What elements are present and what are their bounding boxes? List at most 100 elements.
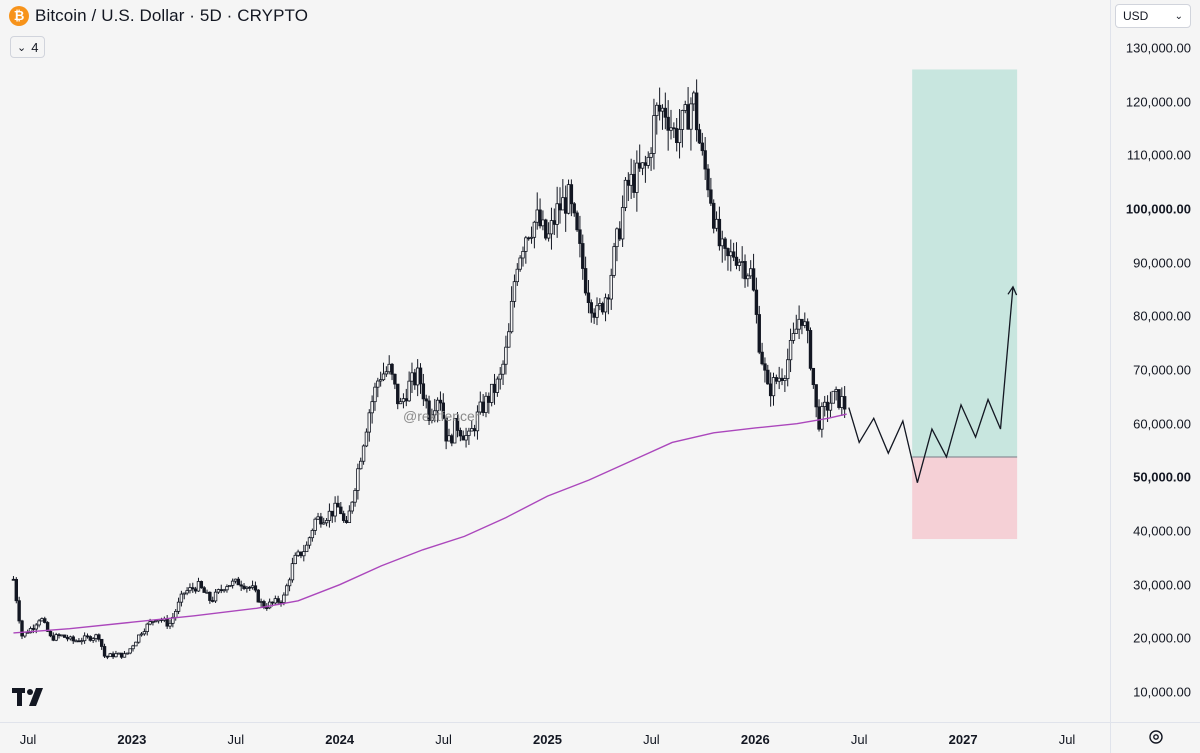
candle bbox=[646, 151, 650, 169]
candle bbox=[823, 395, 827, 417]
chevron-down-icon: ⌄ bbox=[1174, 10, 1183, 22]
candle bbox=[555, 186, 559, 238]
candle bbox=[797, 305, 801, 340]
candle bbox=[336, 495, 340, 508]
candle bbox=[37, 619, 41, 628]
candle bbox=[273, 595, 278, 605]
candle bbox=[307, 536, 312, 549]
candle bbox=[680, 109, 685, 148]
symbol-header[interactable]: ₿ Bitcoin / U.S. Dollar · 5D · CRYPTO bbox=[9, 6, 308, 26]
candle bbox=[396, 383, 400, 410]
candle bbox=[196, 577, 201, 592]
candle bbox=[677, 109, 682, 159]
candle bbox=[834, 386, 838, 401]
moving-average-line[interactable] bbox=[13, 413, 847, 634]
candle bbox=[415, 359, 420, 397]
price-axis[interactable]: USD ⌄ 130,000.00 120,000.00 110,000.00 100,… bbox=[1110, 0, 1200, 722]
candle bbox=[404, 388, 408, 407]
candle bbox=[211, 596, 215, 603]
candle bbox=[20, 619, 24, 640]
price-chart[interactable] bbox=[0, 0, 1110, 722]
candle bbox=[333, 496, 337, 523]
symbol-title[interactable]: Bitcoin / U.S. Dollar · 5D · CRYPTO bbox=[35, 6, 309, 25]
candle bbox=[655, 102, 659, 135]
candle bbox=[256, 589, 260, 603]
candle bbox=[526, 236, 531, 241]
projection-path[interactable] bbox=[848, 286, 1014, 483]
candle bbox=[230, 578, 235, 589]
time-tick-label: Jul bbox=[1058, 732, 1076, 747]
candle bbox=[111, 651, 115, 659]
candle bbox=[179, 590, 184, 607]
candle bbox=[481, 394, 485, 417]
candle bbox=[398, 397, 403, 405]
candle bbox=[712, 199, 716, 234]
candle bbox=[250, 580, 255, 590]
candle bbox=[304, 541, 309, 553]
candle bbox=[393, 373, 397, 390]
candle bbox=[139, 631, 144, 637]
candle bbox=[535, 192, 539, 230]
candle bbox=[74, 639, 78, 643]
candle bbox=[68, 635, 73, 641]
indicators-toggle-button[interactable]: ⌄ 4 bbox=[10, 36, 46, 58]
candle bbox=[407, 371, 411, 402]
candle bbox=[546, 222, 551, 242]
candle bbox=[378, 371, 383, 387]
candle bbox=[740, 246, 744, 279]
candle bbox=[236, 576, 241, 586]
candle bbox=[598, 298, 602, 311]
candle bbox=[319, 512, 323, 528]
gear-icon[interactable] bbox=[1148, 729, 1164, 745]
candle bbox=[182, 592, 186, 600]
candle bbox=[168, 619, 172, 630]
candle bbox=[697, 123, 702, 144]
chart-area[interactable] bbox=[0, 0, 1110, 722]
candle bbox=[174, 609, 178, 621]
candle bbox=[771, 372, 776, 406]
candle bbox=[316, 512, 320, 520]
candle bbox=[532, 220, 537, 249]
candle bbox=[361, 444, 366, 465]
price-tick-label: 120,000.00 bbox=[1125, 94, 1191, 110]
candle bbox=[125, 652, 130, 655]
candle bbox=[390, 362, 394, 381]
candle bbox=[544, 218, 548, 241]
candle bbox=[418, 363, 423, 394]
time-axis[interactable]: Jul 2023 Jul 2024 Jul 2025 Jul 2026 Jul 2027 Jul bbox=[0, 722, 1110, 753]
author-watermark: @rektfencer bbox=[403, 408, 480, 424]
candle bbox=[780, 368, 784, 386]
candle bbox=[88, 635, 93, 642]
candle bbox=[649, 147, 653, 171]
candle bbox=[410, 362, 414, 393]
candle bbox=[572, 201, 576, 217]
candle bbox=[692, 90, 696, 112]
candle bbox=[663, 92, 668, 130]
candle bbox=[808, 327, 813, 371]
candle bbox=[191, 582, 195, 593]
candle bbox=[507, 323, 511, 348]
candle bbox=[737, 258, 742, 272]
tradingview-logo[interactable] bbox=[12, 688, 48, 711]
candle bbox=[376, 377, 380, 398]
candle bbox=[717, 206, 722, 251]
candle bbox=[114, 650, 118, 658]
price-tick-label: 90,000.00 bbox=[1133, 255, 1191, 271]
candle bbox=[213, 588, 218, 603]
candle bbox=[373, 382, 377, 411]
candle bbox=[638, 144, 642, 172]
candle bbox=[606, 294, 611, 315]
projection-arrowhead bbox=[1007, 285, 1018, 296]
indicator-count: 4 bbox=[31, 39, 39, 55]
currency-select[interactable]: USD ⌄ bbox=[1115, 4, 1191, 28]
target-zone[interactable] bbox=[912, 69, 1018, 457]
chevron-down-icon: ⌄ bbox=[17, 41, 27, 54]
candle bbox=[686, 87, 690, 130]
candle bbox=[484, 392, 488, 418]
candle bbox=[489, 383, 494, 407]
candle bbox=[455, 412, 460, 438]
candle bbox=[23, 631, 27, 638]
candle bbox=[595, 297, 599, 326]
stop-zone[interactable] bbox=[912, 456, 1018, 540]
candle bbox=[433, 398, 437, 423]
